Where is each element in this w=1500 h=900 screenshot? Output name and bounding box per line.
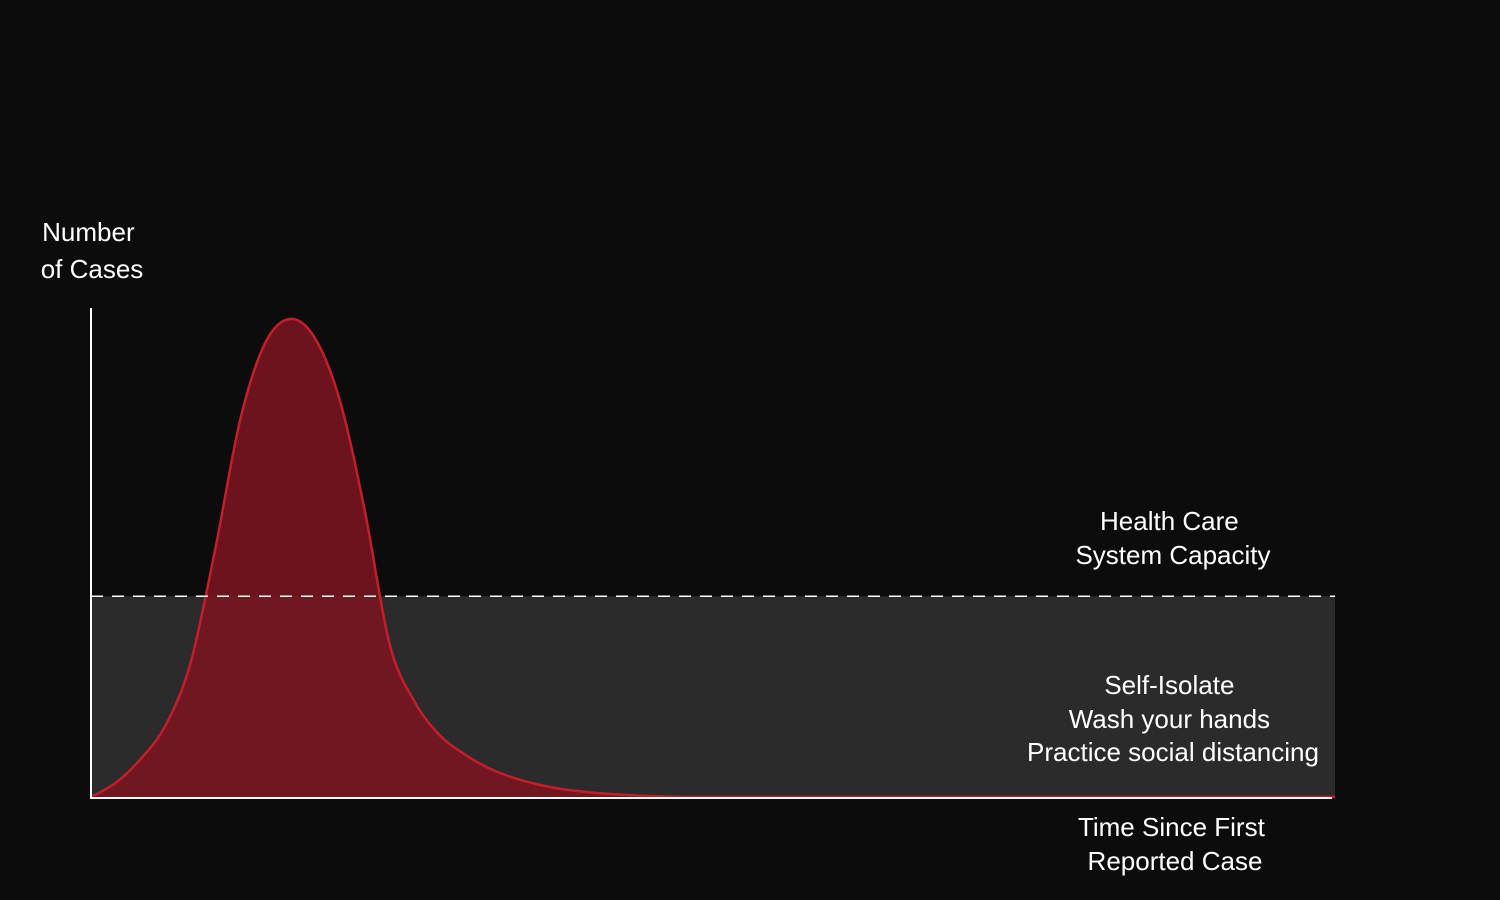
y-axis-label: Number of Cases bbox=[41, 217, 144, 284]
advice-annotation: Self-Isolate Wash your hands Practice so… bbox=[1027, 670, 1319, 767]
series-area bbox=[91, 318, 1335, 797]
x-axis-label: Time Since First Reported Case bbox=[1078, 812, 1272, 876]
capacity-label: Health Care System Capacity bbox=[1075, 506, 1270, 570]
